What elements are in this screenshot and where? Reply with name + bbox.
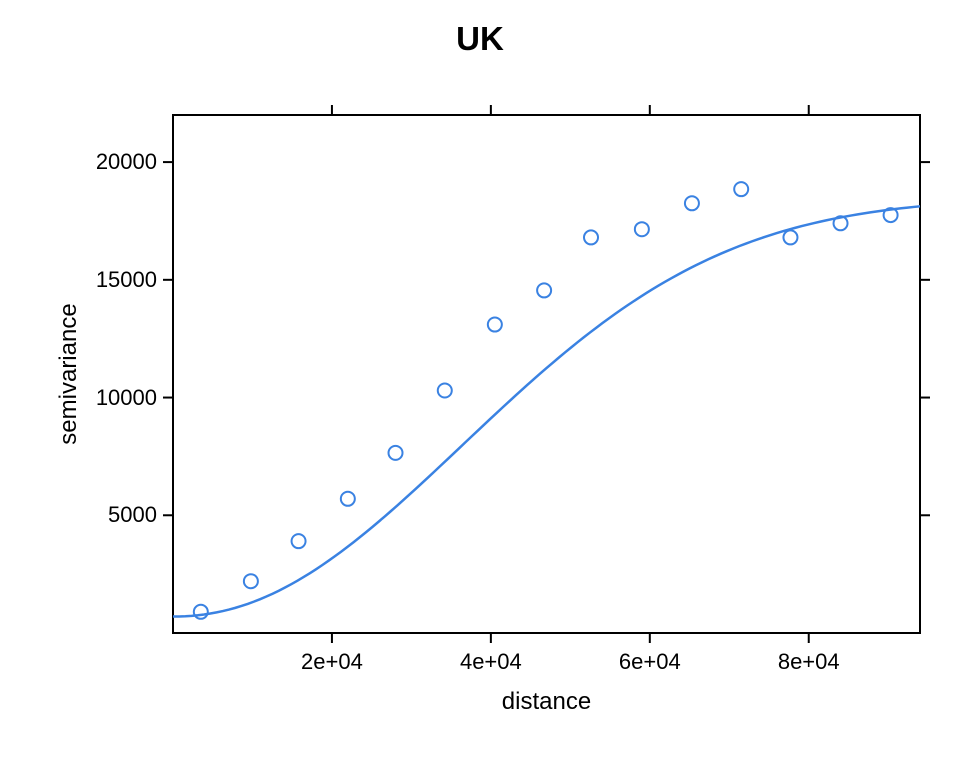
x-tick-label: 6e+04 <box>610 649 690 675</box>
x-tick-label: 4e+04 <box>451 649 531 675</box>
data-point <box>635 222 649 236</box>
y-tick-label: 10000 <box>96 385 157 411</box>
data-point <box>488 318 502 332</box>
x-tick-label: 2e+04 <box>292 649 372 675</box>
data-point <box>584 230 598 244</box>
data-point <box>389 446 403 460</box>
data-point <box>685 196 699 210</box>
plot-border <box>173 115 920 633</box>
chart-container: UK semivariance distance 2e+044e+046e+04… <box>0 0 960 768</box>
y-tick-label: 5000 <box>108 502 157 528</box>
fitted-curve <box>173 206 920 616</box>
y-tick-label: 20000 <box>96 149 157 175</box>
y-tick-label: 15000 <box>96 267 157 293</box>
data-point <box>194 605 208 619</box>
data-point <box>537 283 551 297</box>
x-tick-label: 8e+04 <box>769 649 849 675</box>
data-point <box>244 574 258 588</box>
data-point <box>341 492 355 506</box>
data-point <box>783 230 797 244</box>
data-point <box>292 534 306 548</box>
data-point <box>438 383 452 397</box>
data-point <box>734 182 748 196</box>
